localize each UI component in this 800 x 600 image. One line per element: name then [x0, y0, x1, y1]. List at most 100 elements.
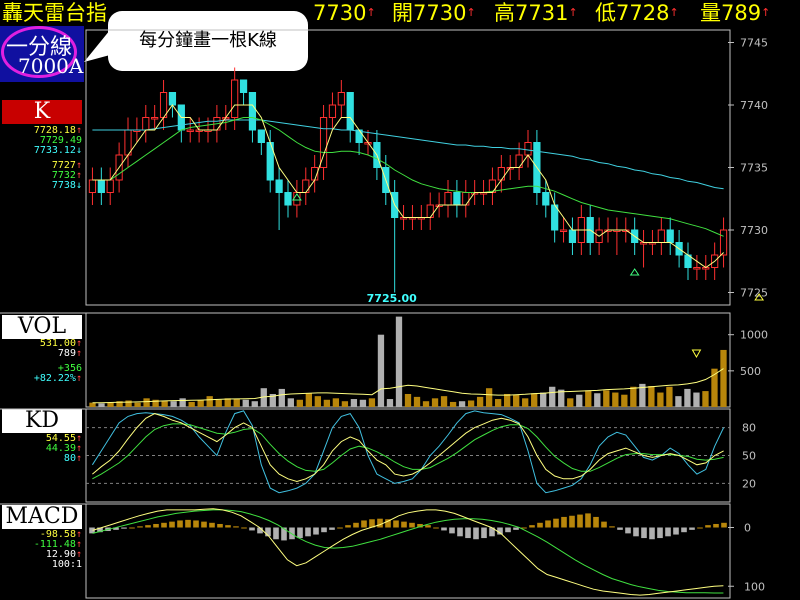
volume-bar [260, 388, 267, 407]
kd-d-line [92, 423, 724, 480]
macd-histogram-bar [329, 527, 335, 530]
vol-side-value: 531.00↑ [39, 338, 82, 349]
k-axis-label: 7725 [740, 287, 768, 300]
quote-bar: 轟天雷台指 7730↑ 開7730↑ 高7731↑ 低7728↑ 量789↑ [0, 0, 800, 26]
macd-histogram-bar [673, 527, 679, 535]
volume-bar [287, 398, 294, 407]
candle-body [559, 229, 568, 232]
tab-k[interactable]: K [2, 100, 82, 124]
volume-bar [693, 392, 700, 407]
up-arrow-icon: ↑ [466, 6, 476, 19]
macd-histogram-bar [489, 527, 495, 537]
volume-bar [648, 386, 655, 407]
macd-histogram-bar [97, 527, 103, 533]
volume-bar [702, 391, 709, 407]
up-arrow-icon: ↑ [75, 125, 82, 136]
highlight-ring [1, 26, 77, 78]
macd-histogram-bar [169, 521, 175, 528]
up-arrow-icon: ↑ [75, 160, 82, 171]
candle-body [142, 117, 150, 131]
volume-bar [630, 386, 637, 407]
kd-axis-label: 50 [742, 450, 756, 463]
volume-bar [440, 396, 448, 407]
volume-bar [585, 390, 592, 407]
macd-histogram-bar [553, 518, 559, 528]
volume-bar [152, 399, 159, 407]
high-value: 高7731↑ [494, 1, 578, 25]
tab-macd[interactable]: MACD [2, 505, 82, 529]
volume-signal-icon [691, 349, 702, 359]
volume-bar [224, 398, 231, 407]
macd-histogram-bar [361, 520, 367, 528]
macd-histogram-bar [177, 520, 183, 528]
candle-body [186, 129, 194, 132]
tab-vol[interactable]: VOL [2, 315, 82, 339]
up-arrow-icon: ↑ [75, 549, 82, 560]
macd-histogram-bar [305, 527, 311, 537]
macd-histogram-bar [393, 520, 399, 528]
low-value: 低7728↑ [595, 1, 679, 25]
candle-body [453, 192, 461, 206]
volume-bar [485, 388, 493, 407]
volume-bar [116, 401, 123, 407]
macd-histogram-bar [273, 527, 279, 540]
candle-body [275, 179, 283, 193]
up-arrow-icon: ↑ [75, 443, 82, 454]
macd-histogram-bar [585, 513, 591, 528]
volume-bar [251, 401, 258, 407]
candle-body [248, 92, 257, 131]
volume-bar [143, 398, 150, 407]
kd-k-line [92, 413, 724, 483]
macd-histogram-bar [529, 525, 535, 528]
macd-histogram-bar [641, 527, 647, 539]
macd-histogram-bar [601, 521, 607, 528]
up-arrow-icon: ↑ [669, 6, 679, 19]
period-label: 一分線 [6, 35, 73, 60]
volume-bar [567, 398, 574, 407]
macd-histogram-bar [665, 527, 671, 537]
volume-bar [639, 383, 646, 407]
period-selector[interactable]: 一分線 7000A [0, 26, 84, 82]
ma-mid-line [92, 117, 724, 237]
k-axis-label: 7735 [740, 162, 768, 175]
up-arrow-icon: ↑ [75, 373, 82, 384]
candle-body [231, 79, 239, 118]
k-side-value: 7729.49 [39, 135, 82, 146]
tab-kd[interactable]: KD [2, 409, 82, 433]
volume-bar [720, 349, 727, 407]
k-axis-label: 7730 [740, 224, 768, 237]
macd-histogram-bar [385, 519, 391, 528]
candle-body [693, 267, 701, 270]
signal-triangle-icon [754, 293, 765, 301]
k-side-value: 7727↑ [51, 160, 82, 171]
up-arrow-icon: ↑ [366, 6, 376, 19]
macd-histogram-bar [633, 527, 639, 537]
candle-body [284, 192, 292, 206]
macd-histogram-bar [129, 527, 135, 529]
volume-bar [404, 393, 412, 407]
low-price-label: 7725.00 [367, 292, 417, 305]
macd-histogram-bar [121, 527, 127, 529]
candle-body [168, 92, 177, 106]
ma-short-line [92, 104, 724, 269]
volume-bar [476, 396, 484, 407]
volume-bar [395, 316, 403, 407]
macd-histogram-bar [297, 527, 303, 539]
k-side-value: 7732↑ [51, 170, 82, 181]
macd-histogram-bar [209, 522, 215, 528]
volume-bar [413, 396, 421, 407]
kd-axis-label: 80 [742, 422, 756, 435]
volume-bar [107, 402, 114, 407]
kd-axis-label: 20 [742, 477, 756, 490]
macd-histogram-bar [185, 519, 191, 528]
open-value: 開7730↑ [392, 1, 476, 25]
up-arrow-icon: ↑ [75, 433, 82, 444]
signal-triangle-icon [629, 268, 640, 276]
macd-histogram-bar [137, 526, 143, 528]
macd-histogram-bar [697, 527, 703, 529]
kd-side-value: 54.55↑ [45, 433, 82, 444]
candle-body [719, 229, 728, 256]
macd-histogram-bar [217, 523, 223, 528]
macd-histogram-bar [225, 525, 231, 528]
volume-bar [666, 386, 673, 407]
